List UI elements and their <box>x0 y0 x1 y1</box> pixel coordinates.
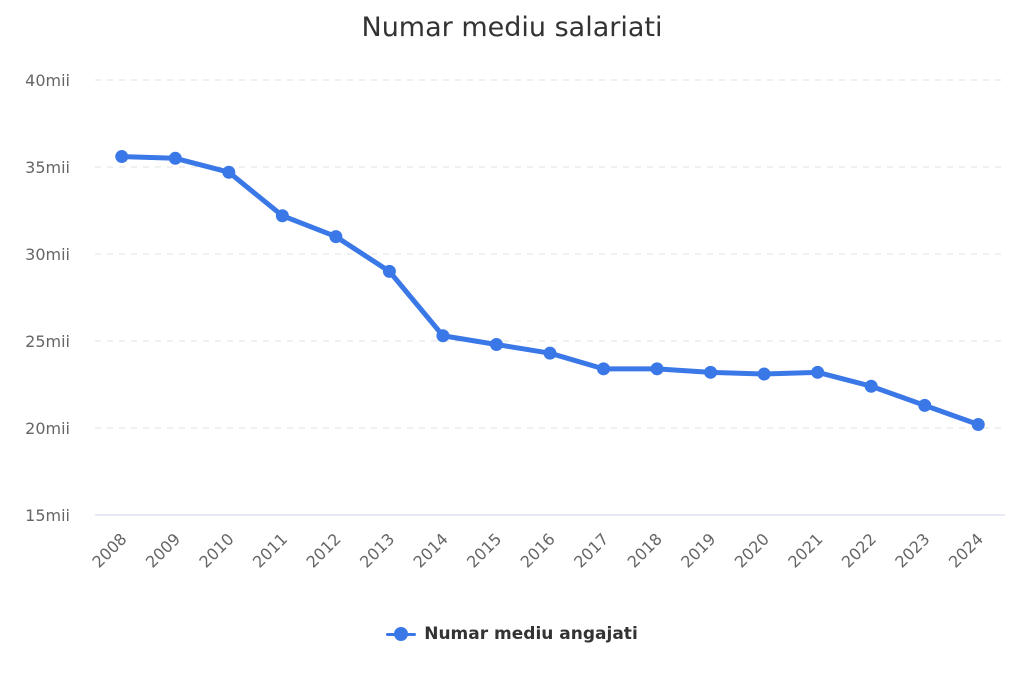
legend[interactable]: Numar mediu angajati <box>0 624 1024 644</box>
x-tick-label: 2014 <box>410 529 452 571</box>
y-tick-label: 40mii <box>25 71 70 90</box>
data-point[interactable] <box>489 337 503 351</box>
x-tick-label: 2013 <box>356 529 398 571</box>
x-tick-label: 2023 <box>891 529 933 571</box>
series-line <box>119 154 981 428</box>
x-tick-label: 2021 <box>784 529 826 571</box>
x-tick-label: 2018 <box>624 529 666 571</box>
legend-line-marker-icon <box>386 627 417 641</box>
data-point[interactable] <box>757 367 771 381</box>
data-point[interactable] <box>864 379 878 393</box>
x-tick-label: 2024 <box>945 529 987 571</box>
legend-label[interactable]: Numar mediu angajati <box>424 624 638 644</box>
x-tick-label: 2020 <box>731 529 773 571</box>
x-tick-label: 2015 <box>463 529 505 571</box>
data-point[interactable] <box>971 418 985 432</box>
y-tick-label: 20mii <box>25 419 70 438</box>
y-tick-label: 35mii <box>25 158 70 177</box>
data-point[interactable] <box>382 264 396 278</box>
data-point[interactable] <box>704 365 718 379</box>
data-point[interactable] <box>918 398 932 412</box>
x-tick-label: 2008 <box>88 529 130 571</box>
x-tick-label: 2009 <box>142 529 184 571</box>
data-point[interactable] <box>222 165 236 179</box>
data-point[interactable] <box>115 150 129 164</box>
data-point[interactable] <box>543 346 557 360</box>
data-point[interactable] <box>436 329 450 343</box>
x-tick-label: 2012 <box>302 529 344 571</box>
x-tick-label: 2016 <box>517 529 559 571</box>
y-tick-label: 30mii <box>25 245 70 264</box>
data-point[interactable] <box>650 362 664 376</box>
data-point[interactable] <box>811 365 825 379</box>
data-point[interactable] <box>597 362 611 376</box>
x-tick-label: 2022 <box>838 529 880 571</box>
data-point[interactable] <box>168 151 182 165</box>
data-point[interactable] <box>329 230 343 244</box>
y-tick-label: 25mii <box>25 332 70 351</box>
data-point[interactable] <box>275 209 289 223</box>
y-tick-label: 15mii <box>25 506 70 525</box>
chart-title: Numar mediu salariati <box>361 12 663 43</box>
x-tick-label: 2017 <box>570 529 612 571</box>
x-tick-label: 2010 <box>195 529 237 571</box>
x-tick-label: 2019 <box>677 529 719 571</box>
x-tick-label: 2011 <box>249 529 291 571</box>
